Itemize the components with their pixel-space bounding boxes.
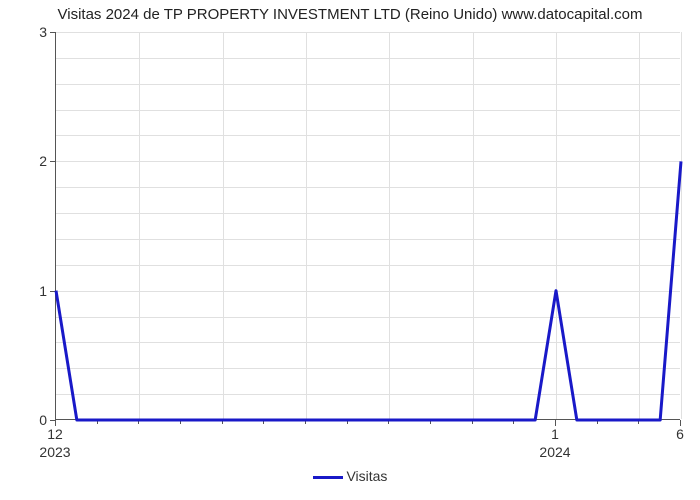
x-year-label: 2023 [30,444,80,460]
y-tick-label: 3 [21,24,47,40]
legend-swatch [313,476,343,479]
chart-title: Visitas 2024 de TP PROPERTY INVESTMENT L… [0,6,700,23]
x-year-label: 2024 [530,444,580,460]
x-tick-label: 1 [535,426,575,442]
data-line-svg [56,32,681,420]
x-tick-label: 6 [660,426,700,442]
y-tick-label: 2 [21,153,47,169]
legend-label: Visitas [346,468,387,484]
visits-chart: Visitas 2024 de TP PROPERTY INVESTMENT L… [0,0,700,500]
series-visitas [56,161,681,420]
plot-area [55,32,680,420]
legend: Visitas [0,468,700,484]
y-tick-label: 1 [21,283,47,299]
x-tick-label: 12 [35,426,75,442]
